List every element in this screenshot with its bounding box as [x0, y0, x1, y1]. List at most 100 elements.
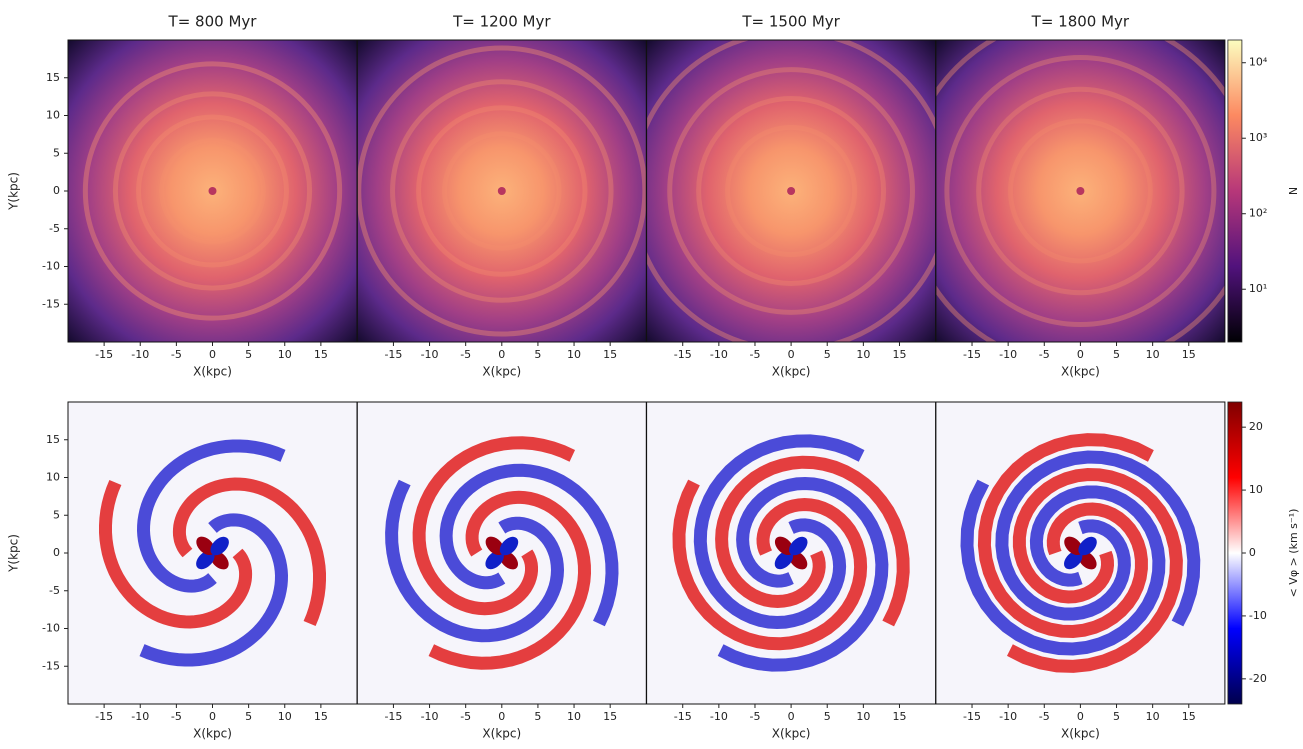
- x-tick-label: 10: [856, 348, 870, 361]
- colorbar-tick-label: 10²: [1249, 207, 1267, 220]
- colorbar-label: < Vφ > (km s⁻¹): [1287, 509, 1300, 598]
- y-tick-label: -10: [42, 622, 60, 635]
- x-tick-label: 0: [788, 348, 795, 361]
- core: [1076, 187, 1084, 195]
- panel-title: T= 1800 Myr: [1031, 13, 1130, 31]
- x-tick-label: -5: [749, 710, 760, 723]
- x-tick-label: -15: [674, 710, 692, 723]
- colorbar: [1228, 40, 1242, 342]
- x-tick-label: 15: [314, 710, 328, 723]
- x-tick-label: 10: [278, 348, 292, 361]
- x-tick-label: 15: [603, 348, 617, 361]
- x-tick-label: 0: [1077, 348, 1084, 361]
- y-tick-label: -5: [49, 584, 60, 597]
- x-tick-label: 10: [856, 710, 870, 723]
- x-tick-label: 5: [245, 348, 252, 361]
- y-tick-label: 15: [46, 71, 60, 84]
- x-tick-label: -5: [1039, 348, 1050, 361]
- x-tick-label: -5: [460, 710, 471, 723]
- x-axis-label: X(kpc): [193, 727, 232, 741]
- x-axis-label: X(kpc): [193, 365, 232, 379]
- y-tick-label: 10: [46, 109, 60, 122]
- x-tick-label: -10: [131, 710, 149, 723]
- x-tick-label: 10: [567, 710, 581, 723]
- core: [787, 187, 795, 195]
- x-tick-label: -10: [131, 348, 149, 361]
- panel-image: [68, 40, 357, 342]
- x-tick-label: 0: [209, 348, 216, 361]
- x-tick-label: 5: [1113, 348, 1120, 361]
- core: [498, 187, 506, 195]
- y-tick-label: -5: [49, 222, 60, 235]
- core: [209, 187, 217, 195]
- x-tick-label: 15: [892, 710, 906, 723]
- colorbar-tick-label: 10: [1249, 483, 1263, 496]
- x-axis-label: X(kpc): [772, 727, 811, 741]
- panel-image: [647, 402, 936, 704]
- x-tick-label: -15: [384, 348, 402, 361]
- panel-image: [357, 402, 646, 704]
- y-tick-label: 5: [53, 146, 60, 159]
- x-tick-label: -15: [384, 710, 402, 723]
- x-tick-label: 5: [824, 348, 831, 361]
- x-tick-label: 0: [209, 710, 216, 723]
- x-tick-label: 10: [1146, 710, 1160, 723]
- panel-title: T= 1500 Myr: [741, 13, 840, 31]
- x-tick-label: 10: [567, 348, 581, 361]
- x-tick-label: 0: [1077, 710, 1084, 723]
- panel-image: [68, 402, 357, 704]
- x-tick-label: 0: [788, 710, 795, 723]
- x-axis-label: X(kpc): [772, 365, 811, 379]
- colorbar-tick-label: 10³: [1249, 131, 1267, 144]
- colorbar-tick-label: 10⁴: [1249, 56, 1268, 69]
- panel-title: T= 800 Myr: [168, 13, 258, 31]
- y-tick-label: -15: [42, 297, 60, 310]
- x-tick-label: -5: [749, 348, 760, 361]
- x-tick-label: 5: [534, 710, 541, 723]
- x-tick-label: -10: [710, 710, 728, 723]
- x-axis-label: X(kpc): [482, 727, 521, 741]
- x-tick-label: -5: [171, 348, 182, 361]
- x-tick-label: -5: [460, 348, 471, 361]
- colorbar-tick-label: -20: [1249, 672, 1267, 685]
- x-tick-label: -15: [95, 348, 113, 361]
- x-tick-label: -10: [999, 348, 1017, 361]
- y-tick-label: -10: [42, 260, 60, 273]
- x-tick-label: 5: [824, 710, 831, 723]
- colorbar: [1228, 402, 1242, 704]
- x-tick-label: -10: [421, 710, 439, 723]
- y-axis-label: Y(kpc): [7, 534, 21, 573]
- x-tick-label: 10: [1146, 348, 1160, 361]
- colorbar-tick-label: -10: [1249, 609, 1267, 622]
- x-tick-label: -10: [999, 710, 1017, 723]
- colorbar-tick-label: 0: [1249, 546, 1256, 559]
- x-tick-label: 0: [498, 348, 505, 361]
- figure: T= 800 Myr -15 -10 -5 0 5 10 15 X(kpc) -15 -10 -5 0 5…: [0, 0, 1303, 749]
- x-tick-label: -5: [171, 710, 182, 723]
- x-tick-label: 15: [603, 710, 617, 723]
- x-tick-label: -5: [1039, 710, 1050, 723]
- panel-image: [632, 32, 950, 350]
- x-tick-label: -15: [963, 348, 981, 361]
- x-tick-label: 0: [498, 710, 505, 723]
- y-tick-label: 5: [53, 508, 60, 521]
- y-tick-label: 0: [53, 546, 60, 559]
- x-tick-label: 15: [1182, 348, 1196, 361]
- x-tick-label: 5: [245, 710, 252, 723]
- panel-image: [357, 40, 646, 342]
- x-tick-label: -10: [421, 348, 439, 361]
- y-tick-label: 0: [53, 184, 60, 197]
- x-tick-label: -10: [710, 348, 728, 361]
- x-tick-label: 10: [278, 710, 292, 723]
- x-tick-label: 15: [314, 348, 328, 361]
- colorbar-label: N: [1287, 187, 1300, 195]
- x-axis-label: X(kpc): [482, 365, 521, 379]
- panel-image: [936, 402, 1225, 704]
- x-axis-label: X(kpc): [1061, 727, 1100, 741]
- x-axis-label: X(kpc): [1061, 365, 1100, 379]
- y-axis-label: Y(kpc): [7, 172, 21, 211]
- x-tick-label: 15: [1182, 710, 1196, 723]
- x-tick-label: -15: [963, 710, 981, 723]
- colorbar-tick-label: 10¹: [1249, 282, 1267, 295]
- y-tick-label: 10: [46, 471, 60, 484]
